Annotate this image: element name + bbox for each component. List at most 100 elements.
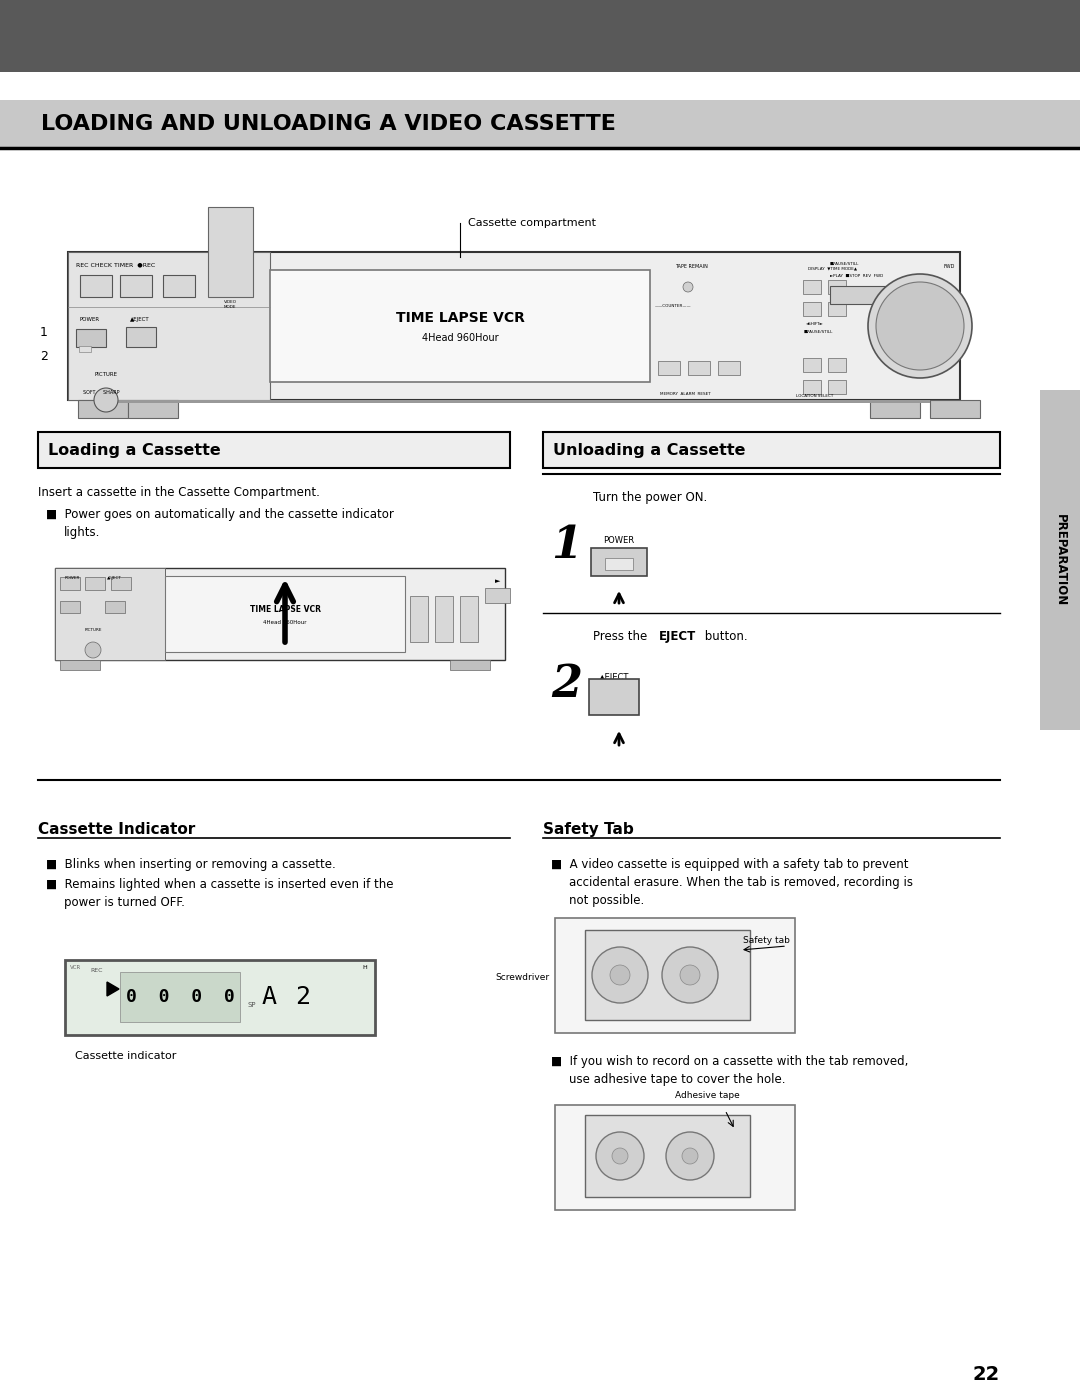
- Bar: [129, 400, 178, 418]
- Bar: [126, 327, 156, 346]
- Text: 1: 1: [40, 326, 48, 338]
- Bar: [828, 380, 846, 394]
- Text: button.: button.: [701, 630, 747, 643]
- Text: TAPE REMAIN: TAPE REMAIN: [675, 264, 707, 270]
- Text: 2: 2: [40, 351, 48, 363]
- Bar: [79, 346, 91, 352]
- Bar: [76, 330, 106, 346]
- Text: TIME LAPSE VCR: TIME LAPSE VCR: [395, 312, 525, 326]
- Bar: [589, 679, 639, 715]
- Text: A: A: [262, 985, 276, 1009]
- Text: Loading a Cassette: Loading a Cassette: [48, 443, 220, 457]
- Text: 4Head 960Hour: 4Head 960Hour: [421, 332, 498, 344]
- Bar: [828, 302, 846, 316]
- Text: accidental erasure. When the tab is removed, recording is: accidental erasure. When the tab is remo…: [569, 876, 913, 888]
- Bar: [543, 432, 1000, 468]
- Text: Cassette Indicator: Cassette Indicator: [38, 821, 195, 837]
- Text: EJECT: EJECT: [659, 630, 697, 643]
- Text: TIME LAPSE VCR: TIME LAPSE VCR: [249, 605, 321, 613]
- Text: ——COUNTER——: ——COUNTER——: [654, 305, 691, 307]
- Bar: [450, 659, 490, 671]
- Bar: [585, 930, 750, 1020]
- Text: 0  0  0  0: 0 0 0 0: [125, 988, 234, 1006]
- Text: SOFT     SHARP: SOFT SHARP: [83, 390, 120, 395]
- Bar: [718, 360, 740, 374]
- Bar: [605, 557, 633, 570]
- Text: Insert a cassette in the Cassette Compartment.: Insert a cassette in the Cassette Compar…: [38, 486, 320, 499]
- Polygon shape: [107, 982, 119, 996]
- Bar: [1040, 390, 1080, 731]
- Text: ■  Remains lighted when a cassette is inserted even if the: ■ Remains lighted when a cassette is ins…: [46, 877, 393, 891]
- Circle shape: [662, 947, 718, 1003]
- Bar: [65, 960, 375, 1035]
- Bar: [688, 360, 710, 374]
- Text: Cassette compartment: Cassette compartment: [468, 218, 596, 228]
- Text: ■  Blinks when inserting or removing a cassette.: ■ Blinks when inserting or removing a ca…: [46, 858, 336, 870]
- Text: 2: 2: [551, 664, 582, 705]
- Circle shape: [612, 1148, 627, 1164]
- Bar: [828, 279, 846, 293]
- Text: VCR: VCR: [70, 965, 81, 970]
- Text: power is turned OFF.: power is turned OFF.: [64, 895, 185, 909]
- Bar: [270, 270, 650, 381]
- Circle shape: [666, 1132, 714, 1180]
- Text: REC: REC: [90, 968, 103, 972]
- Bar: [930, 400, 980, 418]
- Bar: [60, 601, 80, 613]
- Bar: [658, 360, 680, 374]
- Text: lights.: lights.: [64, 527, 100, 539]
- Text: 2: 2: [295, 985, 310, 1009]
- Bar: [78, 400, 129, 418]
- Bar: [555, 918, 795, 1032]
- Text: DISPLAY  ▼TIME MODE▲: DISPLAY ▼TIME MODE▲: [808, 265, 858, 270]
- Circle shape: [683, 282, 693, 292]
- Text: PICTURE: PICTURE: [95, 372, 118, 377]
- Text: LOCATION SELECT: LOCATION SELECT: [796, 394, 834, 398]
- Bar: [165, 576, 405, 652]
- Circle shape: [680, 965, 700, 985]
- Bar: [120, 275, 152, 298]
- Bar: [804, 358, 821, 372]
- Text: ■PAUSE/STILL: ■PAUSE/STILL: [804, 330, 834, 334]
- Text: ■  If you wish to record on a cassette with the tab removed,: ■ If you wish to record on a cassette wi…: [551, 1055, 908, 1067]
- Bar: [485, 588, 510, 604]
- Text: ▲EJECT: ▲EJECT: [131, 317, 150, 321]
- Bar: [435, 597, 453, 643]
- Bar: [120, 972, 240, 1023]
- Bar: [38, 432, 510, 468]
- Text: ▲EJECT: ▲EJECT: [598, 673, 630, 682]
- Circle shape: [85, 643, 102, 658]
- Text: Adhesive tape: Adhesive tape: [675, 1091, 740, 1099]
- Bar: [460, 597, 478, 643]
- Bar: [591, 548, 647, 576]
- Text: not possible.: not possible.: [569, 894, 645, 907]
- Bar: [804, 380, 821, 394]
- Circle shape: [94, 388, 118, 412]
- Text: POWER: POWER: [80, 317, 100, 321]
- Text: 4Head 960Hour: 4Head 960Hour: [264, 619, 307, 624]
- Bar: [804, 302, 821, 316]
- Text: Safety Tab: Safety Tab: [543, 821, 634, 837]
- Text: PICTURE: PICTURE: [84, 629, 102, 631]
- Bar: [55, 569, 505, 659]
- Text: FWD: FWD: [944, 264, 955, 270]
- Bar: [870, 400, 920, 418]
- Bar: [85, 577, 105, 590]
- Bar: [68, 251, 270, 400]
- Text: ▲EJECT: ▲EJECT: [107, 576, 122, 580]
- Bar: [555, 1105, 795, 1210]
- Circle shape: [868, 274, 972, 379]
- Text: REC CHECK TIMER  ●REC: REC CHECK TIMER ●REC: [76, 263, 156, 267]
- Bar: [163, 275, 195, 298]
- Text: POWER: POWER: [604, 536, 635, 545]
- Circle shape: [592, 947, 648, 1003]
- Bar: [410, 597, 428, 643]
- Text: Unloading a Cassette: Unloading a Cassette: [553, 443, 745, 457]
- Bar: [804, 279, 821, 293]
- Text: ■PAUSE/STILL: ■PAUSE/STILL: [831, 263, 860, 265]
- Text: use adhesive tape to cover the hole.: use adhesive tape to cover the hole.: [569, 1073, 785, 1085]
- Bar: [828, 358, 846, 372]
- Text: H: H: [362, 965, 367, 970]
- Text: ►PLAY  ■STOP  REV  FWD: ►PLAY ■STOP REV FWD: [831, 274, 883, 278]
- Circle shape: [876, 282, 964, 370]
